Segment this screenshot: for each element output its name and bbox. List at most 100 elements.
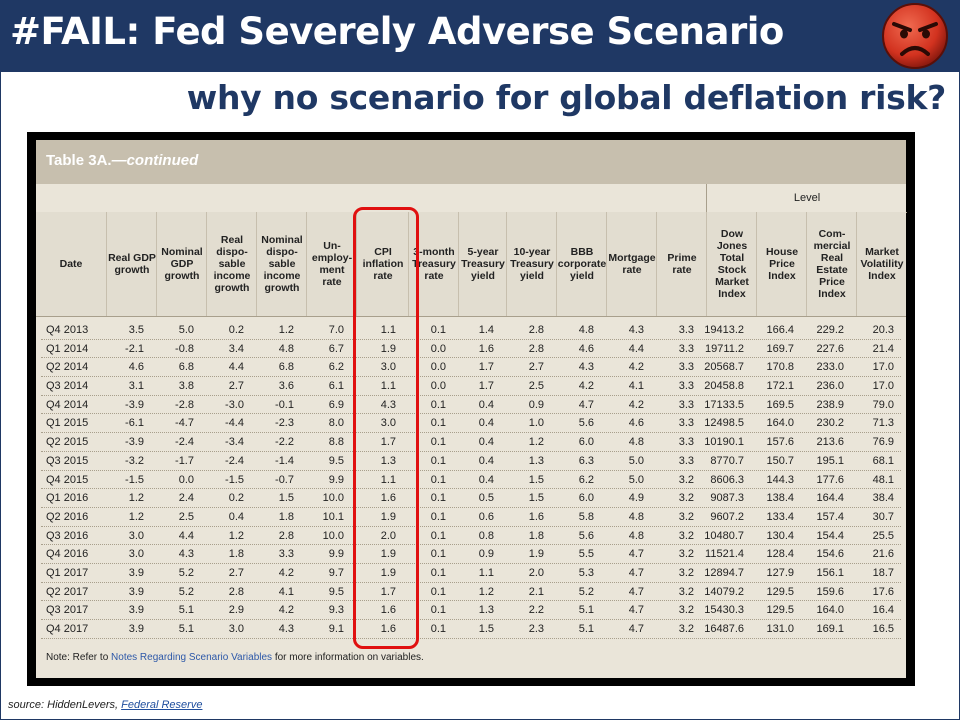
table-cell: 0.4 xyxy=(478,454,494,467)
table-cell: 1.6 xyxy=(380,623,396,635)
table-cell: 4.1 xyxy=(628,380,644,393)
row-date: Q3 2015 xyxy=(46,454,89,467)
table-row: Q2 2016 1.2 2.5 0.4 1.8 10.1 1.9 0.1 0.6 1.6 5.8 4.… xyxy=(36,508,906,527)
table-cell: 17.0 xyxy=(872,380,894,393)
table-cell: 10190.1 xyxy=(704,436,744,449)
table-cell: 236.0 xyxy=(816,380,844,393)
table-cell: 213.6 xyxy=(816,436,844,449)
table-row: Q1 2017 3.9 5.2 2.7 4.2 9.7 1.9 0.1 1.1 2.0 5.3 4.7… xyxy=(36,564,906,583)
table-cell: 195.1 xyxy=(816,454,844,467)
table-cell: 5.1 xyxy=(578,623,594,635)
table-cell: 229.2 xyxy=(816,324,844,336)
note-link[interactable]: Notes Regarding Scenario Variables xyxy=(111,652,273,663)
table-cell: 1.4 xyxy=(478,324,494,336)
table-cell: 3.0 xyxy=(380,361,396,374)
row-divider xyxy=(41,450,901,452)
table-cell: 3.3 xyxy=(678,436,694,449)
table-cell: 5.0 xyxy=(628,473,644,486)
table-cell: 0.4 xyxy=(228,510,244,523)
table-cell: 17.6 xyxy=(872,585,894,598)
table-cell: 16.5 xyxy=(872,623,894,635)
table-cell: 6.3 xyxy=(578,454,594,467)
table-cell: 76.9 xyxy=(872,436,894,449)
table-cell: 4.7 xyxy=(628,548,644,561)
table-cell: 0.9 xyxy=(478,548,494,561)
column-header: Real GDP growth xyxy=(106,212,157,316)
table-cell: 1.9 xyxy=(380,510,396,523)
slide-subtitle: why no scenario for global deflation ris… xyxy=(186,78,947,117)
table-cell: 6.0 xyxy=(578,436,594,449)
table-cell: 9.3 xyxy=(328,604,344,617)
table-cell: 9.5 xyxy=(328,454,344,467)
row-date: Q2 2016 xyxy=(46,510,89,523)
table-cell: 238.9 xyxy=(816,398,844,411)
level-header-row: Level xyxy=(36,184,907,213)
table-cell: 19413.2 xyxy=(704,324,744,336)
row-date: Q3 2017 xyxy=(46,604,89,617)
table-cell: 16.4 xyxy=(872,604,894,617)
table-cell: 9087.3 xyxy=(710,492,744,505)
table-row: Q3 2014 3.1 3.8 2.7 3.6 6.1 1.1 0.0 1.7 2.5 4.2 4.1… xyxy=(36,377,906,396)
table-cell: 4.2 xyxy=(278,566,294,579)
table-cell: 12894.7 xyxy=(704,566,744,579)
table-cell: 169.5 xyxy=(766,398,794,411)
table-cell: 4.3 xyxy=(178,548,194,561)
table-cell: 156.1 xyxy=(816,566,844,579)
table-row: Q3 2017 3.9 5.1 2.9 4.2 9.3 1.6 0.1 1.3 2.2 5.1 4.7… xyxy=(36,601,906,620)
table-cell: 1.9 xyxy=(380,548,396,561)
column-header: Date xyxy=(59,258,83,270)
table-cell: 0.0 xyxy=(178,473,194,486)
table-cell: 0.9 xyxy=(528,398,544,411)
table-cell: 8.8 xyxy=(328,436,344,449)
table-cell: 3.3 xyxy=(678,361,694,374)
table-cell: 3.3 xyxy=(678,454,694,467)
table-cell: 1.7 xyxy=(478,361,494,374)
table-caption-cont: —continued xyxy=(111,152,199,169)
table-cell: 0.0 xyxy=(430,342,446,355)
table-cell: 4.8 xyxy=(628,510,644,523)
table-cell: 5.5 xyxy=(578,548,594,561)
table-row: Q1 2016 1.2 2.4 0.2 1.5 10.0 1.6 0.1 0.5 1.5 6.0 4.… xyxy=(36,489,906,508)
table-cell: 3.6 xyxy=(278,380,294,393)
table-cell: 0.5 xyxy=(478,492,494,505)
table-cell: 3.2 xyxy=(678,604,694,617)
row-divider xyxy=(41,357,901,359)
table-cell: 3.9 xyxy=(128,623,144,635)
table-cell: 5.0 xyxy=(628,454,644,467)
table-cell: -2.8 xyxy=(175,398,194,411)
table-cell: 38.4 xyxy=(872,492,894,505)
table-cell: 2.0 xyxy=(528,566,544,579)
table-cell: 0.2 xyxy=(228,324,244,336)
table-cell: 169.7 xyxy=(766,342,794,355)
row-divider xyxy=(41,506,901,508)
table-cell: 1.9 xyxy=(528,548,544,561)
table-cell: 157.4 xyxy=(816,510,844,523)
table-cell: 0.1 xyxy=(430,510,446,523)
table-cell: 5.0 xyxy=(178,324,194,336)
row-date: Q1 2014 xyxy=(46,342,89,355)
table-cell: 6.1 xyxy=(328,380,344,393)
table-cell: 1.2 xyxy=(228,529,244,542)
table-cell: 19711.2 xyxy=(705,342,744,355)
table-cell: 4.4 xyxy=(628,342,644,355)
source-link[interactable]: Federal Reserve xyxy=(121,699,203,711)
table-cell: 6.8 xyxy=(178,361,194,374)
table-cell: 21.6 xyxy=(872,548,894,561)
table-cell: 4.7 xyxy=(578,398,594,411)
table-cell: 2.3 xyxy=(528,623,544,635)
table-cell: 1.2 xyxy=(528,436,544,449)
table-cell: 12498.5 xyxy=(704,417,744,430)
table-cell: 5.2 xyxy=(178,585,194,598)
table-cell: 9.9 xyxy=(328,473,344,486)
table-cell: 4.9 xyxy=(628,492,644,505)
table-cell: 3.3 xyxy=(678,398,694,411)
table-cell: 7.0 xyxy=(328,324,344,336)
table-cell: 4.3 xyxy=(278,623,294,635)
table-cell: 3.4 xyxy=(228,342,244,355)
row-divider xyxy=(41,413,901,415)
table-cell: 0.1 xyxy=(430,566,446,579)
column-header: Dow Jones Total Stock Market Index xyxy=(706,212,757,316)
row-date: Q1 2016 xyxy=(46,492,89,505)
table-cell: -4.7 xyxy=(175,417,194,430)
table-cell: 3.3 xyxy=(678,324,694,336)
